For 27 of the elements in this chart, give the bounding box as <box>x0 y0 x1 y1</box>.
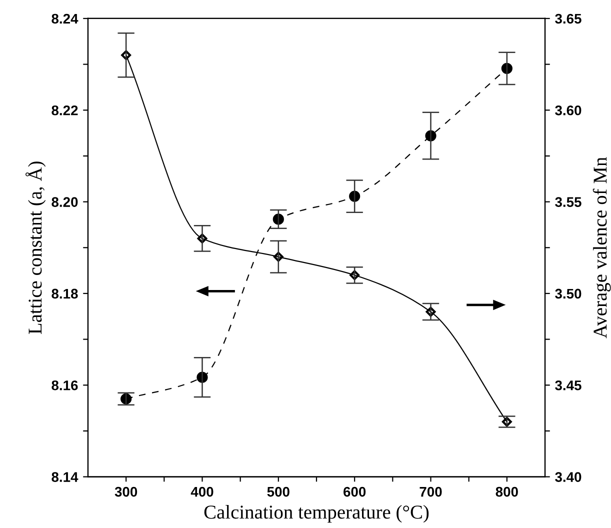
x-tick-label: 600 <box>344 486 366 497</box>
x-tick-label: 500 <box>267 486 290 497</box>
y-tick-label: 8.20 <box>52 197 78 207</box>
y2-tick-label: 3.55 <box>555 197 582 207</box>
x-tick-label: 800 <box>496 486 518 497</box>
x-tick-label: 700 <box>420 486 442 497</box>
y2-tick-label: 3.45 <box>555 380 582 390</box>
y2-tick-label: 3.50 <box>555 288 582 299</box>
point <box>426 306 436 317</box>
y2-tick-label: 3.60 <box>555 105 582 116</box>
y-tick-label: 8.24 <box>52 14 78 24</box>
point <box>121 50 132 60</box>
y-tick-label: 8.22 <box>52 105 78 116</box>
x-tick-label: 400 <box>190 486 214 497</box>
y-tick-label: 8.18 <box>52 288 78 299</box>
x-axis-title: Calcination temperature (°C) <box>204 505 429 523</box>
y2-tick-label: 3.40 <box>555 472 582 482</box>
y-tick-label: 8.14 <box>52 472 78 482</box>
x-tick-label: 300 <box>114 486 138 497</box>
point <box>350 270 360 280</box>
point <box>273 252 284 262</box>
y2-axis-title: Average valence of Mn <box>592 157 611 338</box>
point <box>502 416 512 427</box>
y-axis-title: Lattice constant (a, Å) <box>26 162 46 334</box>
y2-tick-label: 3.65 <box>555 14 582 24</box>
y-tick-label: 8.16 <box>52 380 78 390</box>
point <box>197 233 208 244</box>
